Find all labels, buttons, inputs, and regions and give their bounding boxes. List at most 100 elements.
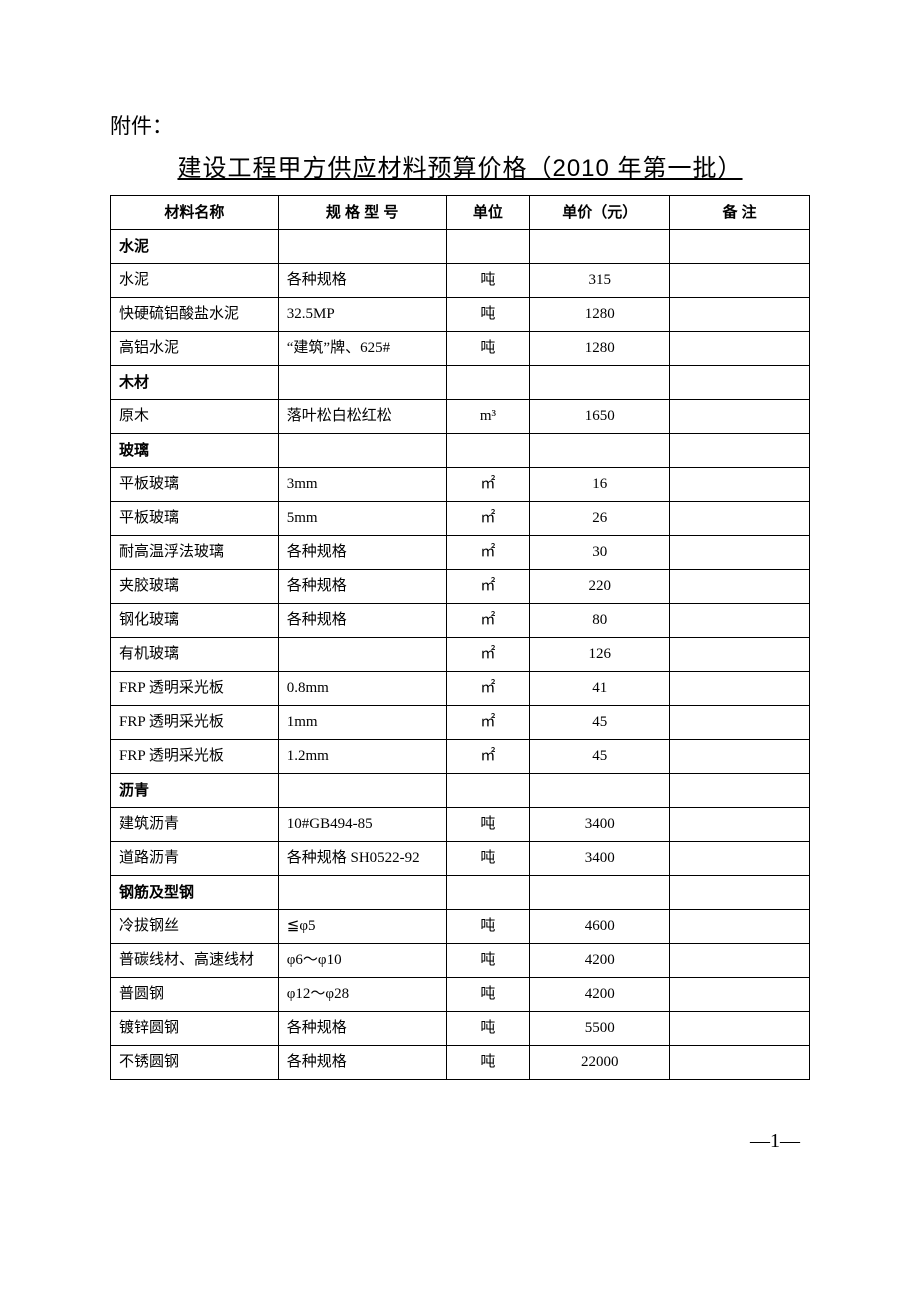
table-row: 钢化玻璃各种规格㎡80 xyxy=(111,604,810,638)
cell-name: 平板玻璃 xyxy=(111,468,279,502)
cell-unit: ㎡ xyxy=(446,468,530,502)
cell-unit: ㎡ xyxy=(446,740,530,774)
cell-unit: 吨 xyxy=(446,298,530,332)
cell-spec: 各种规格 xyxy=(278,604,446,638)
cell-remark xyxy=(670,366,810,400)
cell-remark xyxy=(670,740,810,774)
cell-spec: 1mm xyxy=(278,706,446,740)
cell-spec: 1.2mm xyxy=(278,740,446,774)
cell-remark xyxy=(670,298,810,332)
cell-remark xyxy=(670,842,810,876)
cell-spec: 10#GB494-85 xyxy=(278,808,446,842)
cell-remark xyxy=(670,808,810,842)
cell-spec: φ12～φ28 xyxy=(278,978,446,1012)
cell-price: 220 xyxy=(530,570,670,604)
cell-remark xyxy=(670,332,810,366)
cell-spec: 各种规格 xyxy=(278,1046,446,1080)
document-page: 附件： 建设工程甲方供应材料预算价格（2010 年第一批） 材料名称 规 格 型… xyxy=(0,0,920,1193)
cell-remark xyxy=(670,400,810,434)
cell-remark xyxy=(670,570,810,604)
cell-unit: m³ xyxy=(446,400,530,434)
table-row: 道路沥青各种规格 SH0522-92吨3400 xyxy=(111,842,810,876)
table-row: 木材 xyxy=(111,366,810,400)
cell-unit: 吨 xyxy=(446,332,530,366)
cell-unit: ㎡ xyxy=(446,536,530,570)
cell-unit: ㎡ xyxy=(446,502,530,536)
cell-unit: 吨 xyxy=(446,842,530,876)
cell-price xyxy=(530,774,670,808)
cell-price xyxy=(530,876,670,910)
cell-remark xyxy=(670,1012,810,1046)
cell-remark xyxy=(670,536,810,570)
table-row: FRP 透明采光板0.8mm㎡41 xyxy=(111,672,810,706)
cell-name: 水泥 xyxy=(111,230,279,264)
cell-spec: 3mm xyxy=(278,468,446,502)
table-row: 钢筋及型钢 xyxy=(111,876,810,910)
cell-unit: 吨 xyxy=(446,978,530,1012)
cell-unit xyxy=(446,434,530,468)
table-row: 快硬硫铝酸盐水泥32.5MP吨1280 xyxy=(111,298,810,332)
cell-name: 高铝水泥 xyxy=(111,332,279,366)
cell-unit: 吨 xyxy=(446,944,530,978)
cell-name: 道路沥青 xyxy=(111,842,279,876)
cell-name: FRP 透明采光板 xyxy=(111,672,279,706)
cell-name: 普碳线材、高速线材 xyxy=(111,944,279,978)
cell-unit: 吨 xyxy=(446,910,530,944)
cell-name: 冷拔钢丝 xyxy=(111,910,279,944)
table-row: 沥青 xyxy=(111,774,810,808)
table-row: 原木落叶松白松红松m³1650 xyxy=(111,400,810,434)
cell-remark xyxy=(670,638,810,672)
cell-remark xyxy=(670,434,810,468)
cell-unit: ㎡ xyxy=(446,638,530,672)
table-row: 夹胶玻璃各种规格㎡220 xyxy=(111,570,810,604)
table-row: 普碳线材、高速线材φ6～φ10吨4200 xyxy=(111,944,810,978)
cell-price: 4600 xyxy=(530,910,670,944)
cell-price: 45 xyxy=(530,706,670,740)
cell-remark xyxy=(670,876,810,910)
cell-spec: “建筑”牌、625# xyxy=(278,332,446,366)
cell-name: FRP 透明采光板 xyxy=(111,740,279,774)
table-row: 平板玻璃5mm㎡26 xyxy=(111,502,810,536)
page-title: 建设工程甲方供应材料预算价格（2010 年第一批） xyxy=(110,148,810,183)
cell-price: 4200 xyxy=(530,978,670,1012)
cell-name: 有机玻璃 xyxy=(111,638,279,672)
cell-name: 不锈圆钢 xyxy=(111,1046,279,1080)
attachment-label: 附件： xyxy=(110,110,810,140)
cell-price: 3400 xyxy=(530,808,670,842)
cell-remark xyxy=(670,978,810,1012)
cell-spec: ≦φ5 xyxy=(278,910,446,944)
table-row: 冷拔钢丝≦φ5吨4600 xyxy=(111,910,810,944)
table-row: FRP 透明采光板1mm㎡45 xyxy=(111,706,810,740)
cell-remark xyxy=(670,774,810,808)
table-row: 玻璃 xyxy=(111,434,810,468)
cell-unit: 吨 xyxy=(446,264,530,298)
cell-remark xyxy=(670,264,810,298)
cell-price: 126 xyxy=(530,638,670,672)
header-price: 单价（元） xyxy=(530,196,670,230)
cell-name: 玻璃 xyxy=(111,434,279,468)
table-row: 不锈圆钢各种规格吨22000 xyxy=(111,1046,810,1080)
cell-unit: 吨 xyxy=(446,1046,530,1080)
cell-remark xyxy=(670,502,810,536)
header-spec: 规 格 型 号 xyxy=(278,196,446,230)
cell-name: 水泥 xyxy=(111,264,279,298)
cell-name: 耐高温浮法玻璃 xyxy=(111,536,279,570)
cell-price xyxy=(530,434,670,468)
cell-spec: 各种规格 xyxy=(278,264,446,298)
table-row: 普圆钢φ12～φ28吨4200 xyxy=(111,978,810,1012)
cell-name: 普圆钢 xyxy=(111,978,279,1012)
table-row: 镀锌圆钢各种规格吨5500 xyxy=(111,1012,810,1046)
cell-spec: 各种规格 SH0522-92 xyxy=(278,842,446,876)
cell-price: 41 xyxy=(530,672,670,706)
cell-remark xyxy=(670,1046,810,1080)
cell-spec: 各种规格 xyxy=(278,536,446,570)
table-row: 水泥 xyxy=(111,230,810,264)
cell-unit xyxy=(446,230,530,264)
cell-price: 3400 xyxy=(530,842,670,876)
cell-spec xyxy=(278,774,446,808)
table-row: 高铝水泥“建筑”牌、625#吨1280 xyxy=(111,332,810,366)
cell-spec: φ6～φ10 xyxy=(278,944,446,978)
cell-price: 1280 xyxy=(530,298,670,332)
cell-spec: 0.8mm xyxy=(278,672,446,706)
cell-name: 快硬硫铝酸盐水泥 xyxy=(111,298,279,332)
